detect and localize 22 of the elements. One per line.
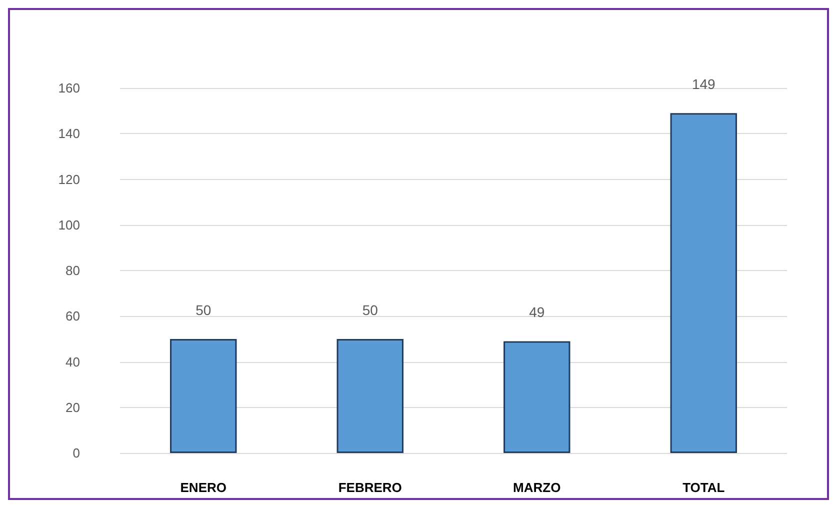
chart-frame: 0 20 40 60 80 100 120 140 160 ENERO FEBRERO MARZO TOTAL 50 50 49 149 bbox=[8, 8, 829, 500]
y-tick-label: 120 bbox=[58, 172, 80, 187]
y-tick-label: 100 bbox=[58, 217, 80, 232]
bar bbox=[170, 338, 237, 453]
x-tick-label: MARZO bbox=[513, 480, 561, 495]
bar bbox=[504, 341, 570, 453]
data-label: 50 bbox=[362, 302, 378, 318]
bar bbox=[670, 113, 737, 453]
y-tick-label: 140 bbox=[58, 126, 80, 142]
y-tick-label: 40 bbox=[66, 354, 80, 370]
x-tick-label: FEBRERO bbox=[338, 480, 402, 495]
data-label: 50 bbox=[196, 302, 212, 318]
data-label: 49 bbox=[529, 304, 545, 320]
x-tick-label: ENERO bbox=[180, 480, 226, 495]
y-tick-label: 80 bbox=[66, 263, 80, 278]
y-tick-label: 20 bbox=[66, 400, 80, 415]
y-tick-label: 160 bbox=[58, 80, 80, 96]
data-label: 149 bbox=[692, 76, 716, 92]
bar bbox=[336, 338, 404, 453]
x-tick-label: TOTAL bbox=[682, 480, 725, 495]
y-tick-label: 0 bbox=[72, 446, 80, 460]
y-tick-label: 60 bbox=[66, 308, 80, 324]
